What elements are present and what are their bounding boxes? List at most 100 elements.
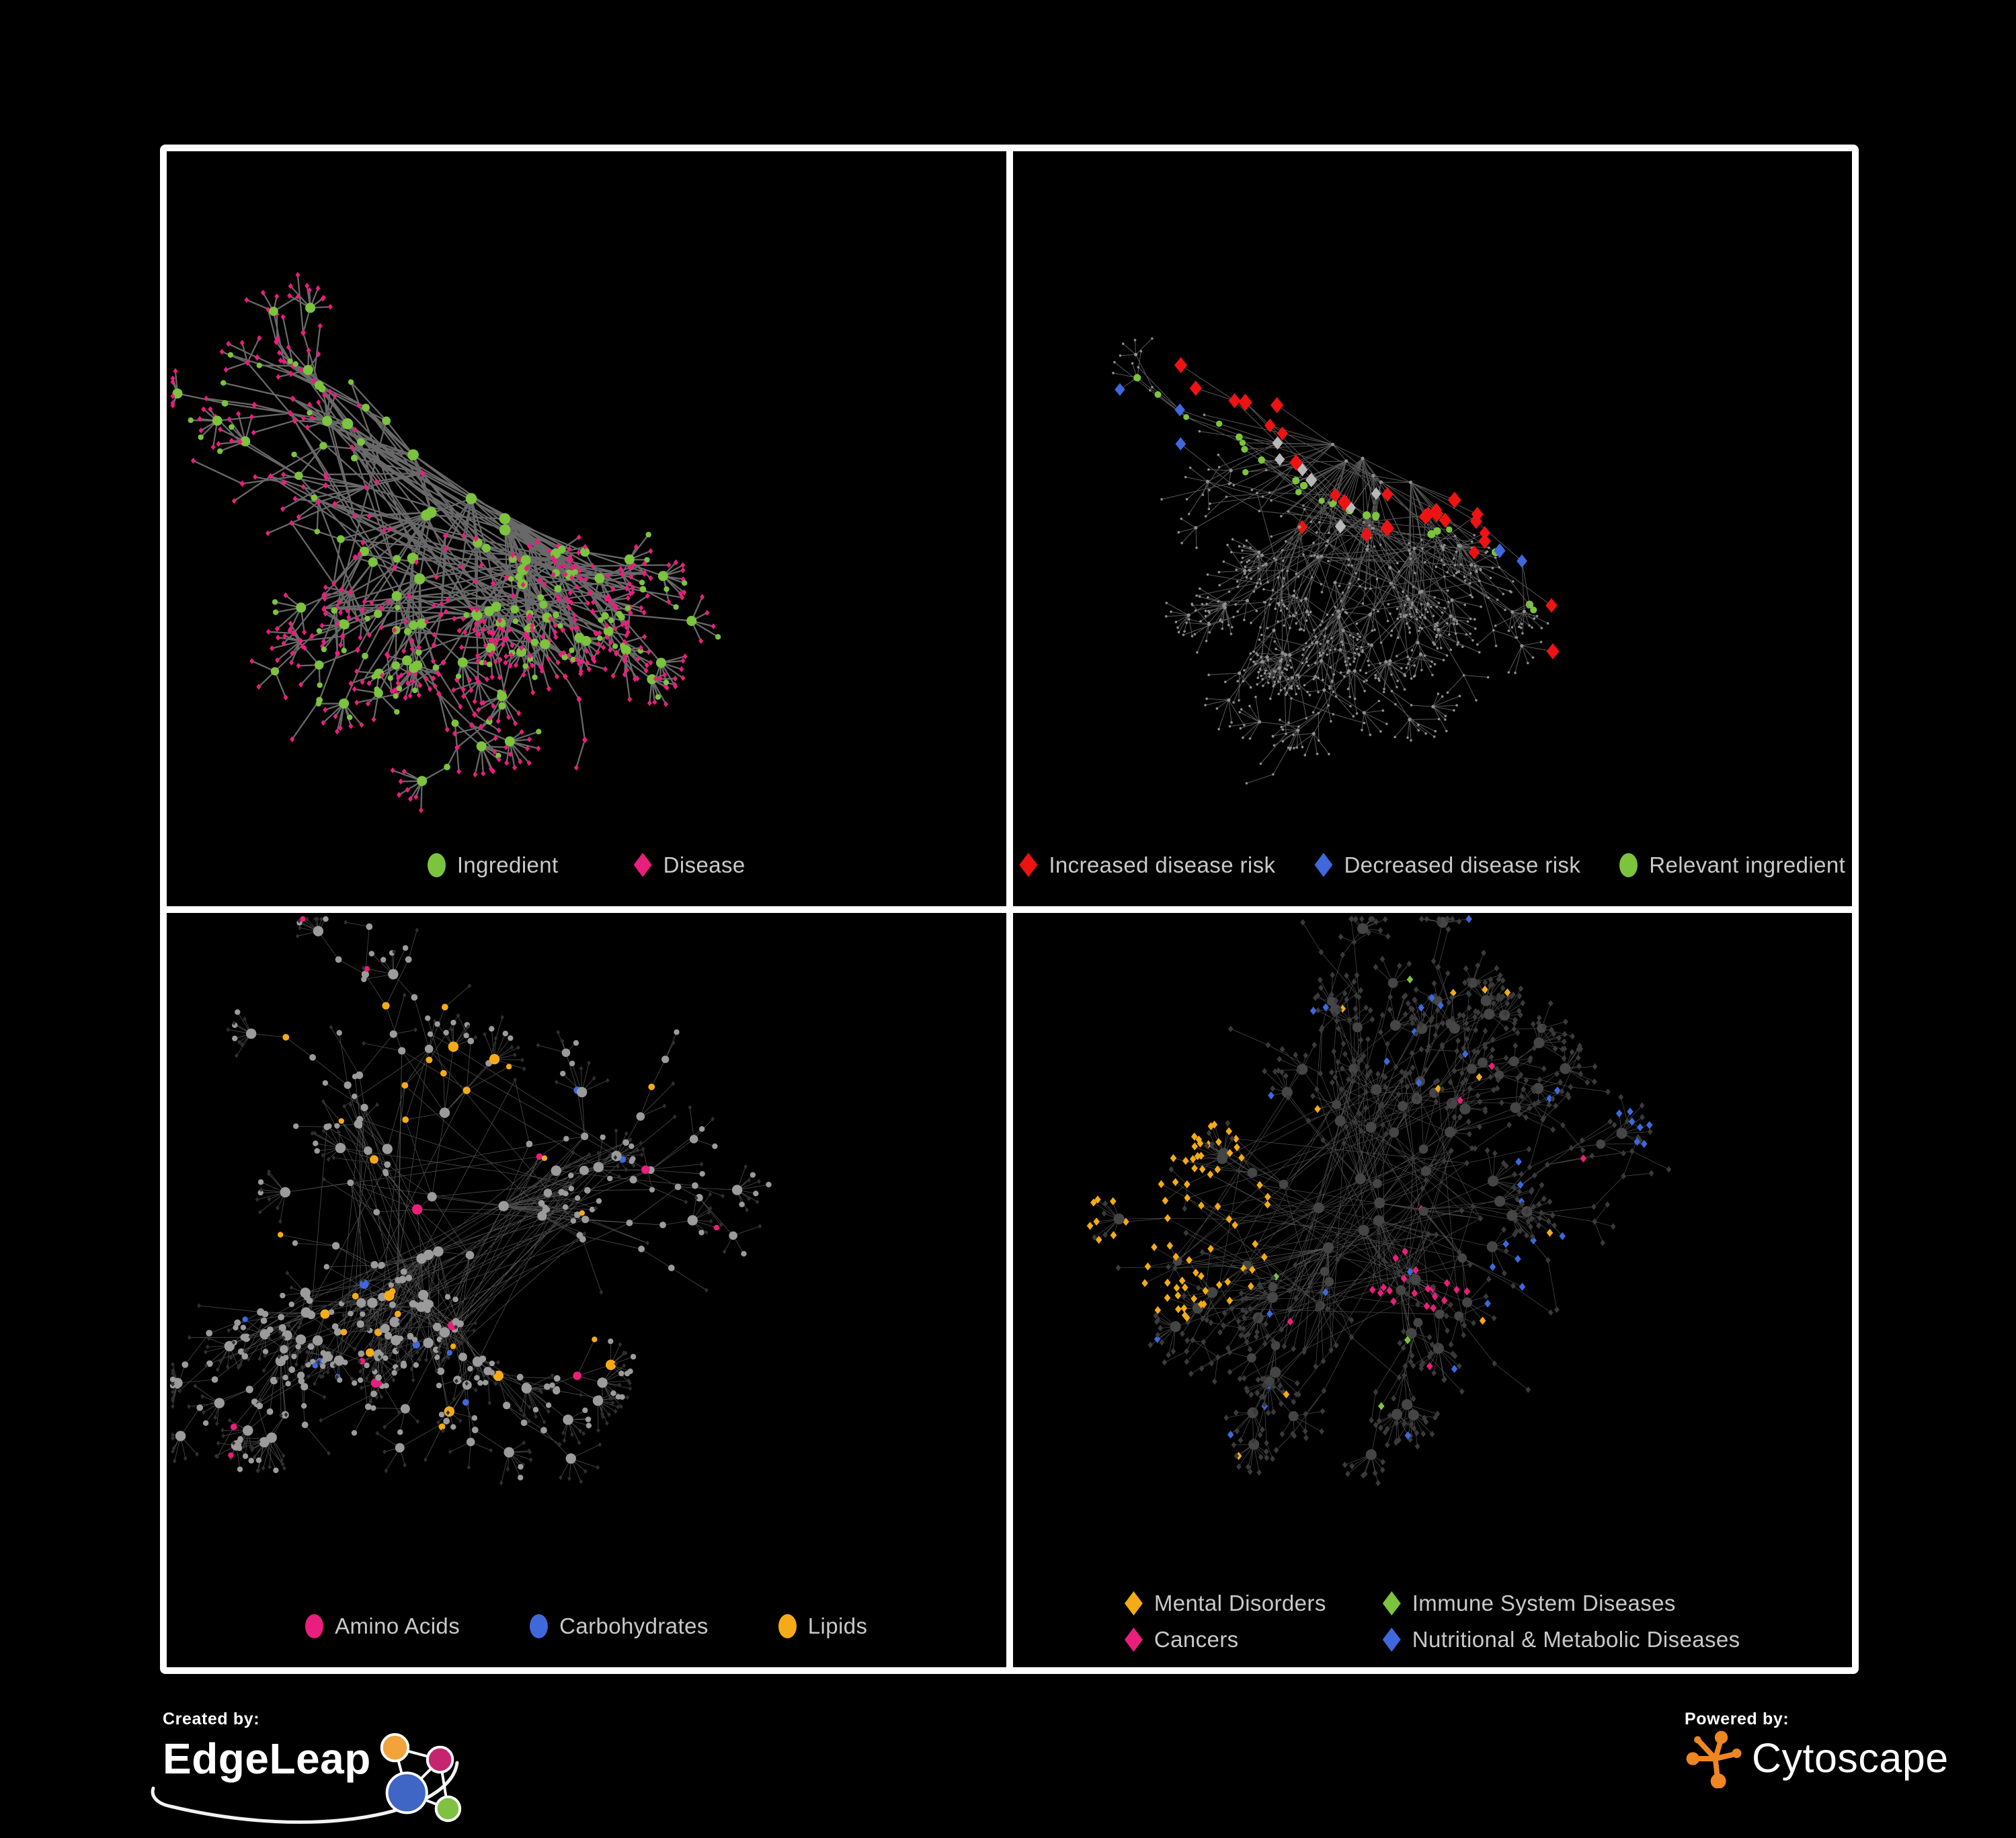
graph-node — [569, 647, 575, 653]
graph-node — [325, 1369, 330, 1375]
graph-node — [1261, 564, 1264, 567]
graph-node — [1372, 608, 1375, 611]
graph-node — [273, 1467, 279, 1473]
graph-node — [249, 657, 255, 664]
graph-node — [1461, 1049, 1468, 1058]
graph-node — [1405, 1277, 1411, 1285]
graph-node — [405, 787, 410, 793]
graph-node — [499, 513, 511, 524]
graph-node — [1227, 1430, 1234, 1439]
graph-node — [1278, 718, 1281, 721]
powered-by-block: Powered by: Cytoscape — [1685, 1710, 1949, 1788]
graph-node — [608, 1338, 614, 1344]
graph-node — [1235, 433, 1243, 441]
graph-node — [1241, 736, 1244, 739]
graph-node — [1360, 1472, 1366, 1478]
graph-node — [495, 752, 501, 759]
graph-node — [648, 660, 653, 666]
graph-node — [321, 639, 326, 645]
graph-node — [1363, 690, 1366, 692]
graph-node — [1263, 1383, 1269, 1390]
graph-node — [1328, 666, 1332, 669]
graph-node — [1518, 1170, 1524, 1177]
graph-node — [322, 415, 333, 426]
graph-node — [298, 1349, 303, 1354]
graph-node — [456, 627, 462, 634]
graph-node — [1362, 711, 1366, 715]
graph-node — [1408, 1004, 1414, 1012]
graph-node — [1273, 744, 1275, 747]
graph-node — [1314, 1086, 1320, 1092]
graph-node — [1248, 705, 1251, 707]
graph-node — [460, 1376, 465, 1382]
graph-node — [1470, 1319, 1476, 1326]
graph-node — [359, 721, 364, 728]
graph-node — [1362, 680, 1365, 683]
graph-node — [298, 366, 304, 373]
graph-node — [1511, 1019, 1517, 1027]
graph-node — [1272, 670, 1275, 673]
graph-node — [1164, 1293, 1170, 1302]
graph-node — [1389, 1297, 1397, 1306]
graph-node — [391, 591, 402, 602]
graph-node — [695, 1193, 703, 1201]
graph-node — [1490, 1000, 1496, 1006]
graph-node — [323, 584, 328, 591]
graph-node — [487, 662, 493, 668]
graph-node — [513, 662, 518, 668]
graph-node — [577, 1439, 581, 1445]
graph-node — [1474, 698, 1478, 702]
graph-node — [384, 1331, 393, 1339]
graph-node — [1448, 1147, 1454, 1154]
graph-node — [1236, 1317, 1241, 1324]
graph-node — [1187, 512, 1191, 516]
graph-node — [1434, 565, 1437, 569]
graph-node — [1191, 635, 1193, 638]
graph-node — [411, 1336, 418, 1343]
graph-node — [439, 600, 444, 607]
graph-node — [1476, 1072, 1482, 1081]
graph-node — [1154, 391, 1161, 398]
graph-node — [1366, 660, 1369, 662]
graph-node — [1274, 647, 1277, 651]
graph-node — [323, 471, 329, 478]
graph-node — [1475, 1092, 1480, 1098]
graph-node — [657, 676, 663, 682]
graph-node — [478, 723, 484, 731]
graph-node — [639, 605, 644, 611]
graph-node — [1431, 641, 1435, 644]
graph-node — [1218, 1147, 1229, 1159]
graph-node — [1465, 977, 1471, 984]
graph-node — [305, 916, 309, 922]
graph-node — [326, 1123, 332, 1129]
graph-node — [1549, 1095, 1556, 1102]
graph-node — [425, 1014, 431, 1021]
graph-node — [305, 303, 316, 313]
graph-node — [1245, 1463, 1251, 1470]
graph-node — [1221, 1309, 1227, 1316]
graph-node — [636, 1111, 645, 1121]
graph-node — [1433, 527, 1441, 535]
graph-node — [405, 955, 412, 963]
graph-node — [641, 571, 647, 577]
graph-node — [1552, 1045, 1558, 1052]
graph-node — [306, 1373, 311, 1379]
graph-node — [576, 534, 581, 541]
graph-node — [1471, 1145, 1478, 1152]
graph-node — [1419, 1185, 1425, 1191]
graph-node — [287, 292, 292, 299]
graph-node — [1605, 1088, 1611, 1095]
graph-node — [1322, 1002, 1329, 1011]
graph-node — [1547, 1198, 1552, 1205]
graph-node — [1271, 1383, 1276, 1390]
graph-node — [1562, 1018, 1568, 1025]
graph-node — [1461, 645, 1464, 648]
graph-node — [1400, 667, 1403, 670]
graph-node — [1479, 605, 1482, 608]
graph-node — [1262, 1340, 1268, 1347]
graph-node — [1429, 1430, 1435, 1437]
graph-node — [1394, 1419, 1399, 1427]
graph-node — [411, 994, 418, 1000]
graph-node — [1395, 1285, 1406, 1295]
cancers-legend-label: Cancers — [1154, 1627, 1239, 1652]
